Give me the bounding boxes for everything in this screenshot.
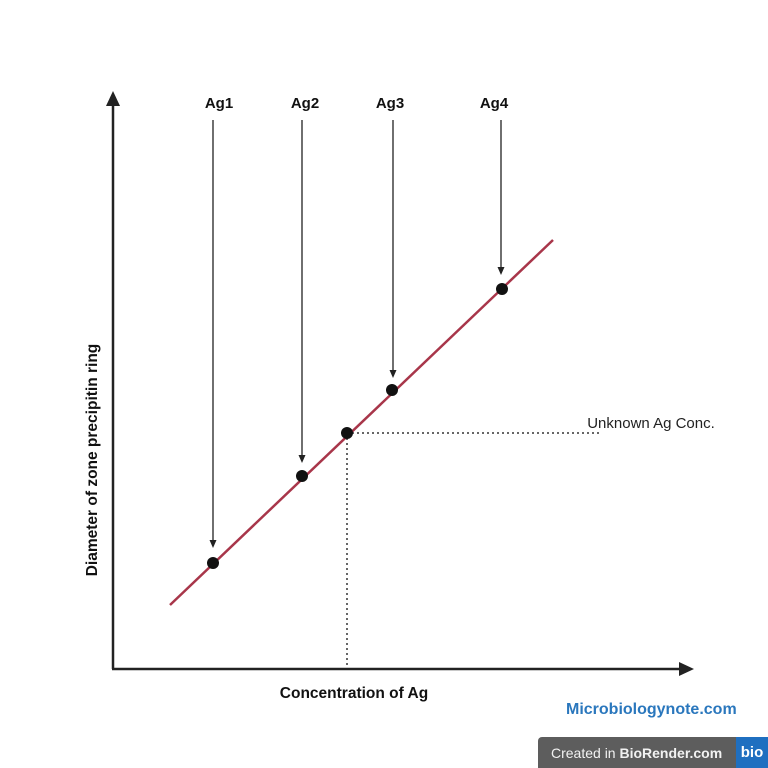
data-point-unknown bbox=[341, 427, 353, 439]
label-ag4: Ag4 bbox=[479, 95, 509, 112]
badge-text: Created in BioRender.com bbox=[538, 745, 736, 761]
badge-prefix: Created in bbox=[551, 744, 620, 761]
arrowhead-down-icon bbox=[298, 455, 306, 463]
data-point-ag2 bbox=[296, 470, 308, 482]
x-axis-arrow-icon bbox=[679, 662, 694, 676]
x-axis-label: Concentration of Ag bbox=[279, 685, 429, 702]
data-point-ag1 bbox=[207, 557, 219, 569]
unknown-projection bbox=[346, 432, 600, 668]
y-axis-label: Diameter of zone precipitin ring bbox=[84, 343, 101, 577]
data-point-ag4 bbox=[496, 283, 508, 295]
arrowhead-down-icon bbox=[497, 267, 505, 275]
y-axis-arrow-icon bbox=[106, 91, 120, 106]
data-points bbox=[207, 283, 508, 569]
standard-curve-line bbox=[169, 239, 554, 606]
unknown-conc-annotation: Unknown Ag Conc. bbox=[587, 415, 715, 432]
arrowhead-down-icon bbox=[209, 540, 217, 548]
biorender-logo-icon: bio bbox=[736, 737, 768, 768]
label-ag1: Ag1 bbox=[204, 95, 234, 112]
axes bbox=[106, 91, 694, 676]
watermark-link[interactable]: Microbiologynote.com bbox=[566, 701, 737, 718]
biorender-badge[interactable]: Created in BioRender.com bio bbox=[538, 737, 768, 768]
label-ag2: Ag2 bbox=[290, 95, 320, 112]
badge-brand: BioRender.com bbox=[619, 744, 723, 761]
data-point-ag3 bbox=[386, 384, 398, 396]
label-ag3: Ag3 bbox=[375, 95, 405, 112]
arrowhead-down-icon bbox=[389, 370, 397, 378]
ag-arrows bbox=[209, 120, 505, 548]
